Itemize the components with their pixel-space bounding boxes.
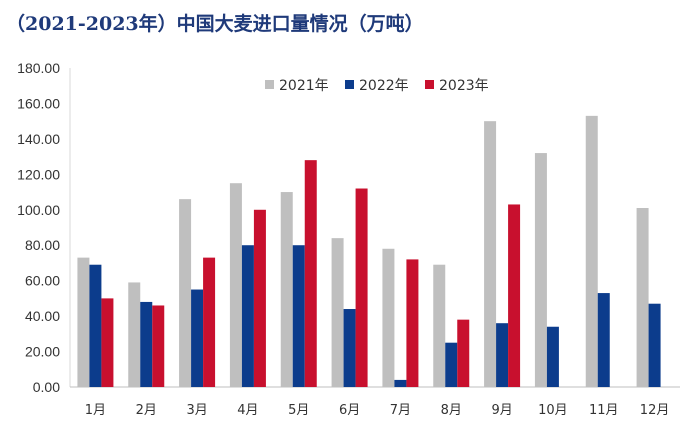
x-tick-label: 11月 (589, 403, 619, 418)
x-tick-label: 4月 (237, 403, 258, 418)
y-tick-label: 100.00 (17, 202, 60, 218)
legend-swatch (265, 80, 274, 89)
x-tick-label: 9月 (491, 403, 512, 418)
x-tick-label: 3月 (186, 403, 207, 418)
bar (191, 289, 204, 387)
bar (331, 238, 344, 387)
y-tick-label: 120.00 (17, 166, 60, 182)
legend-label: 2021年 (279, 78, 329, 94)
chart-title: （2021-2023年）中国大麦进口量情况（万吨） (6, 13, 424, 35)
bar (546, 326, 559, 387)
bar (140, 301, 153, 387)
bar (636, 208, 649, 387)
bar (508, 204, 521, 387)
legend-swatch (345, 80, 354, 89)
bar (382, 248, 395, 387)
bar (534, 153, 547, 387)
x-tick-label: 6月 (339, 403, 360, 418)
bar (241, 245, 254, 387)
bar (597, 293, 610, 387)
bar (152, 305, 165, 387)
legend: 2021年 2022年 2023年 (265, 78, 489, 94)
bar (128, 282, 141, 387)
bar (304, 160, 317, 387)
legend-label: 2022年 (359, 78, 409, 94)
x-tick-label: 7月 (390, 403, 411, 418)
bar (496, 323, 509, 387)
y-tick-label: 160.00 (17, 95, 60, 111)
x-tick-label: 1月 (85, 403, 106, 418)
bar (445, 342, 458, 387)
bar (433, 264, 446, 387)
bars (77, 115, 661, 388)
y-tick-label: 80.00 (25, 237, 60, 253)
bar (253, 209, 266, 387)
bar (343, 309, 356, 387)
y-tick-label: 20.00 (25, 344, 60, 360)
bar (648, 303, 661, 387)
x-tick-label: 10月 (538, 403, 568, 418)
bar (292, 245, 305, 387)
legend-label: 2023年 (439, 78, 489, 94)
x-tick-label: 2月 (136, 403, 157, 418)
bar (229, 183, 242, 387)
bar (101, 298, 114, 387)
bar (203, 257, 216, 387)
bar (484, 121, 497, 388)
x-axis: 1月 2月 3月 4月 5月 6月 7月 8月 9月 10月 11月 12月 (70, 386, 680, 418)
y-tick-label: 60.00 (25, 273, 60, 289)
y-tick-label: 40.00 (25, 308, 60, 324)
bar (355, 188, 368, 387)
x-tick-label: 5月 (288, 403, 309, 418)
bar (406, 259, 419, 387)
y-axis: 0.00 20.00 40.00 60.00 80.00 100.00 120.00 140.… (17, 60, 71, 395)
bar (585, 115, 598, 387)
bar (179, 199, 192, 387)
bar (280, 192, 293, 387)
bar (394, 379, 407, 387)
legend-swatch (425, 80, 434, 89)
y-tick-label: 180.00 (17, 60, 60, 76)
bar (457, 319, 470, 387)
x-tick-label: 12月 (640, 403, 670, 418)
y-tick-label: 140.00 (17, 131, 60, 147)
y-tick-label: 0.00 (33, 379, 60, 395)
x-tick-label: 8月 (441, 403, 462, 418)
bar (89, 264, 102, 387)
bar (77, 257, 90, 387)
